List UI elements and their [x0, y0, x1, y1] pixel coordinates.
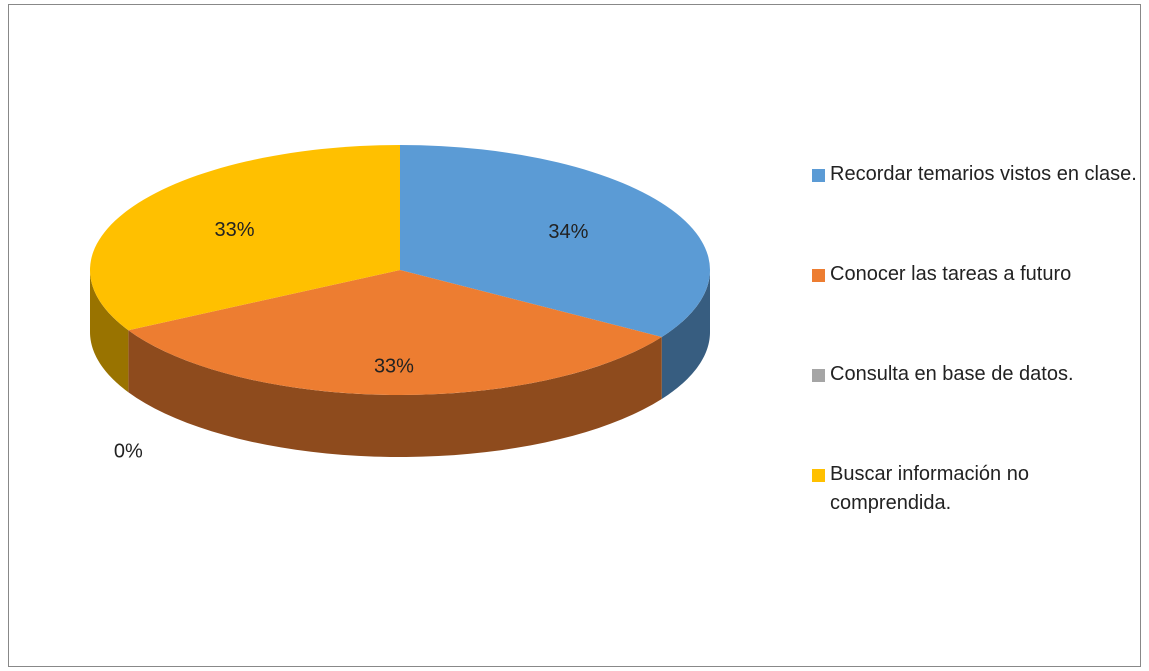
slice: [400, 145, 710, 337]
slice-side: [128, 330, 662, 457]
legend-swatch: [812, 469, 825, 482]
legend-item: Recordar temarios vistos en clase.: [812, 160, 1142, 260]
data-label: 33%: [374, 356, 414, 378]
chart-border: [8, 4, 1141, 667]
slice: [128, 270, 662, 396]
slice: [90, 145, 401, 331]
slice-side: [661, 270, 710, 399]
legend-swatch: [812, 269, 825, 282]
legend-swatch: [812, 369, 825, 382]
slice-side: [90, 270, 129, 393]
legend-label: Conocer las tareas a futuro: [830, 263, 1072, 285]
data-label: 33%: [215, 219, 255, 241]
legend-item: Buscar información no comprendida.: [812, 460, 1142, 560]
legend-item: Conocer las tareas a futuro: [812, 260, 1142, 360]
data-label: 0%: [114, 441, 143, 463]
legend-item: Consulta en base de datos.: [812, 360, 1142, 460]
legend-label: Recordar temarios vistos en clase.: [830, 163, 1137, 185]
legend-label: Buscar información no comprendida.: [830, 463, 1029, 514]
legend: Recordar temarios vistos en clase. Conoce…: [812, 160, 1142, 560]
data-label: 34%: [548, 221, 588, 243]
legend-label: Consulta en base de datos.: [830, 363, 1074, 385]
legend-swatch: [812, 169, 825, 182]
